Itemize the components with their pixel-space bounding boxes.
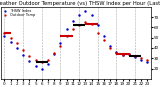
Outdoor Temp	[103, 39, 105, 40]
Outdoor Temp	[109, 47, 111, 48]
Outdoor Temp	[53, 53, 55, 54]
THSW Index	[128, 54, 130, 55]
THSW Index	[78, 15, 80, 16]
Outdoor Temp	[66, 35, 68, 36]
Outdoor Temp	[134, 56, 136, 57]
THSW Index	[28, 61, 30, 62]
Outdoor Temp	[72, 29, 74, 30]
Outdoor Temp	[97, 32, 99, 33]
THSW Index	[53, 54, 55, 55]
THSW Index	[16, 47, 18, 48]
Outdoor Temp	[128, 54, 130, 55]
Outdoor Temp	[122, 55, 124, 56]
Outdoor Temp	[60, 45, 61, 46]
THSW Index	[41, 68, 43, 69]
Outdoor Temp	[140, 58, 142, 59]
THSW Index	[84, 10, 86, 11]
THSW Index	[103, 35, 105, 36]
Outdoor Temp	[41, 62, 43, 63]
THSW Index	[22, 55, 24, 56]
Outdoor Temp	[84, 22, 86, 23]
THSW Index	[4, 35, 5, 36]
Outdoor Temp	[78, 25, 80, 26]
Outdoor Temp	[115, 53, 117, 54]
THSW Index	[122, 55, 124, 56]
THSW Index	[134, 57, 136, 58]
THSW Index	[60, 42, 61, 43]
Line: THSW Index: THSW Index	[4, 10, 148, 70]
Title: Milwaukee Weather Outdoor Temperature (vs) THSW Index per Hour (Last 24 Hours): Milwaukee Weather Outdoor Temperature (v…	[0, 1, 160, 6]
THSW Index	[47, 64, 49, 65]
Outdoor Temp	[47, 60, 49, 61]
THSW Index	[97, 25, 99, 26]
THSW Index	[72, 21, 74, 22]
THSW Index	[10, 41, 12, 42]
THSW Index	[115, 52, 117, 53]
THSW Index	[147, 62, 148, 63]
Outdoor Temp	[4, 32, 5, 33]
THSW Index	[35, 66, 36, 67]
Line: Outdoor Temp: Outdoor Temp	[4, 21, 148, 63]
THSW Index	[109, 45, 111, 46]
Outdoor Temp	[28, 56, 30, 57]
Outdoor Temp	[35, 60, 36, 61]
THSW Index	[66, 29, 68, 30]
THSW Index	[91, 15, 92, 16]
Outdoor Temp	[91, 24, 92, 25]
Outdoor Temp	[16, 42, 18, 43]
THSW Index	[140, 60, 142, 61]
Outdoor Temp	[10, 37, 12, 38]
Outdoor Temp	[147, 60, 148, 61]
Legend: THSW Index, Outdoor Temp: THSW Index, Outdoor Temp	[3, 9, 35, 17]
Outdoor Temp	[22, 50, 24, 51]
